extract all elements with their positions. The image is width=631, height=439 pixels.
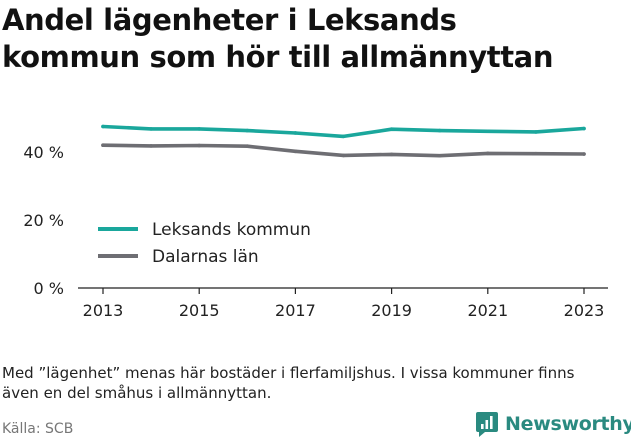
y-tick-label: 20 % [23, 211, 64, 230]
x-tick-label: 2019 [371, 301, 412, 320]
series-2-point [341, 153, 346, 158]
series-1-point [341, 134, 346, 139]
series-2-point [389, 152, 394, 157]
series-2-point [149, 144, 153, 148]
series-1-point [534, 130, 538, 134]
y-tick-label: 0 % [34, 279, 64, 298]
x-tick-label: 2023 [564, 301, 605, 320]
series-2-point [486, 151, 490, 156]
series-2-point [197, 143, 201, 148]
x-tick-label: 2015 [179, 301, 220, 320]
y-tick-label: 40 % [23, 143, 64, 162]
series-1-point [582, 126, 586, 131]
series-2-point [582, 152, 586, 156]
chart-title: Andel lägenheter i Leksands kommun som h… [2, 2, 627, 76]
series-1-point [245, 128, 250, 133]
legend-label-2: Dalarnas län [152, 247, 259, 267]
x-tick-label: 2017 [275, 301, 316, 320]
newsworthy-logo[interactable]: Newsworthy [475, 409, 631, 439]
x-tick-label: 2021 [467, 301, 508, 320]
series-1-point [101, 124, 105, 129]
footnote-line-2: även en del småhus i allmännyttan. [2, 384, 272, 402]
chart-series [101, 124, 586, 158]
chart-title-line-2: kommun som hör till allmännyttan [2, 40, 554, 74]
series-2-point [293, 149, 298, 154]
footnote: Med ”lägenhet” menas här bostäder i fler… [2, 363, 622, 403]
chart-title-line-1: Andel lägenheter i Leksands [2, 3, 457, 37]
chart-legend: Leksands kommun Dalarnas län [98, 220, 311, 267]
series-2-point [437, 153, 442, 158]
series-2-point [534, 151, 538, 156]
chart-axes: 0 % 20 % 40 % 2013 2015 2017 2019 2021 2023 [23, 143, 608, 320]
footnote-line-1: Med ”lägenhet” menas här bostäder i fler… [2, 364, 575, 382]
series-1-point [437, 128, 442, 133]
x-tick-label: 2013 [83, 301, 124, 320]
series-1-point [293, 131, 298, 135]
series-2-point [101, 143, 105, 147]
legend-label-1: Leksands kommun [152, 220, 311, 240]
series-1-point [486, 129, 490, 134]
source-label: Källa: SCB [2, 421, 74, 437]
line-chart: 0 % 20 % 40 % 2013 2015 2017 2019 2021 2023 Leks… [23, 124, 608, 320]
series-2-point [245, 144, 250, 149]
newsworthy-logo-icon [476, 412, 498, 437]
series-1-point [197, 127, 201, 131]
series-1-point [149, 127, 153, 131]
series-1-point [389, 127, 394, 132]
brand-name: Newsworthy [505, 413, 631, 435]
